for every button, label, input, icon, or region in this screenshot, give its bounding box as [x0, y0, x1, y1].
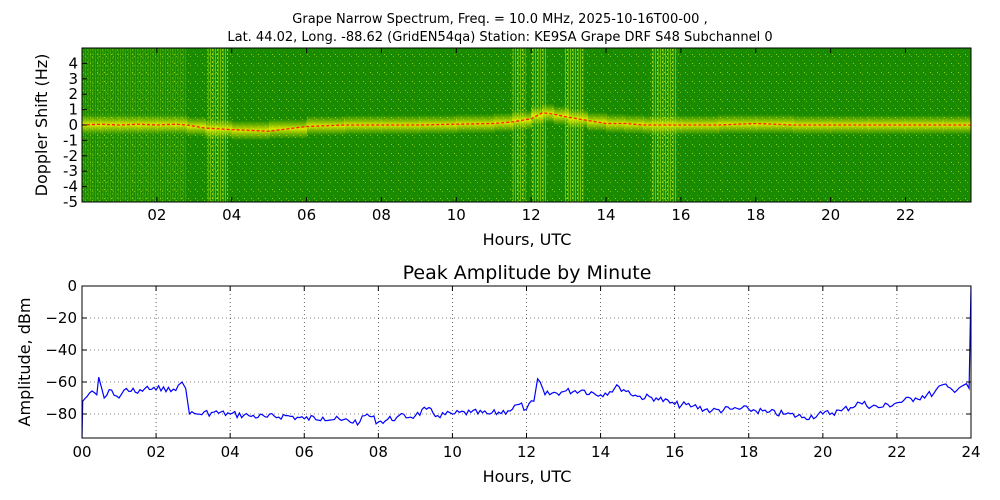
spectrogram-y-tick-label: 0	[68, 116, 78, 134]
amplitude-x-tick-label: 04	[221, 443, 240, 461]
spectrogram-y-tick-label: -5	[63, 193, 78, 211]
spectrogram-x-tick-label: 16	[671, 206, 690, 224]
amplitude-x-tick-label: 02	[147, 443, 166, 461]
spectrogram-band-segment	[587, 111, 607, 132]
spectrogram-y-tick-label: 4	[68, 54, 78, 72]
amplitude-x-ticks: 00 02 04 06 08 10 12 14 16 18 20 22 24	[72, 286, 981, 461]
spectrogram-x-tick-label: 18	[746, 206, 765, 224]
amplitude-panel: Peak Amplitude by Minute 00 02 04 06 08 10 12 1…	[15, 262, 981, 486]
amplitude-x-tick-label: 06	[295, 443, 314, 461]
spectrogram-x-tick-label: 22	[896, 206, 915, 224]
spectrogram-x-tick-label: 14	[596, 206, 615, 224]
spectrogram-band-segment	[456, 113, 495, 134]
amplitude-x-tick-label: 20	[813, 443, 832, 461]
spectrogram-x-tick-label: 02	[147, 206, 166, 224]
spectrogram-band-segment	[306, 115, 345, 136]
spectrogram-x-axis-label: Hours, UTC	[483, 230, 572, 249]
spectrogram-band-segment	[942, 115, 971, 135]
spectrogram-band-segment	[100, 114, 120, 135]
spectrogram-y-axis-label: Doppler Shift (Hz)	[32, 54, 51, 197]
amplitude-chart-title: Peak Amplitude by Minute	[403, 262, 652, 284]
amplitude-y-tick-label: −40	[45, 341, 77, 359]
amplitude-x-tick-label: 24	[961, 443, 980, 461]
amplitude-y-tick-label: 0	[67, 277, 77, 295]
spectrogram-signal-band	[82, 103, 971, 141]
spectrogram-x-ticks: 02 04 06 08 10 12 14 16 18 20 22	[147, 48, 915, 224]
chart-title-line2: Lat. 44.02, Long. -88.62 (GridEN54qa) St…	[227, 30, 773, 45]
amplitude-x-tick-label: 12	[517, 443, 536, 461]
spectrogram-peak-trace	[82, 112, 971, 132]
spectrogram-y-tick-label: -2	[63, 147, 78, 165]
spectrogram-band-segment	[568, 108, 588, 129]
spectrogram-band-segment	[542, 103, 555, 124]
spectrogram-band-segment	[186, 116, 207, 137]
spectrogram-x-tick-label: 10	[447, 206, 466, 224]
amplitude-y-tick-label: −80	[45, 405, 77, 423]
amplitude-y-axis-label: Amplitude, dBm	[15, 298, 34, 427]
spectrogram-y-tick-label: -3	[63, 162, 78, 180]
amplitude-y-tick-label: −60	[45, 373, 77, 391]
amplitude-x-tick-label: 10	[443, 443, 462, 461]
spectrogram-band-segment	[175, 114, 188, 135]
spectrogram-band-segment	[793, 115, 832, 135]
spectrogram-band-segment	[718, 114, 757, 135]
amplitude-x-tick-label: 16	[665, 443, 684, 461]
spectrogram-band-segment	[381, 115, 420, 135]
amplitude-x-tick-label: 00	[72, 443, 91, 461]
amplitude-y-tick-label: −20	[45, 309, 77, 327]
amplitude-x-tick-label: 22	[887, 443, 906, 461]
spectrogram-band-segment	[82, 114, 102, 135]
spectrogram-band-segment	[643, 115, 682, 135]
amplitude-x-axis-label: Hours, UTC	[483, 467, 572, 486]
amplitude-x-tick-label: 14	[591, 443, 610, 461]
spectrogram-x-tick-label: 06	[297, 206, 316, 224]
amplitude-series-line	[82, 286, 971, 438]
spectrogram-x-tick-label: 12	[522, 206, 541, 224]
amplitude-y-ticks: 0 −20 −40 −60 −80	[45, 277, 971, 423]
spectrogram-y-tick-label: -4	[63, 178, 78, 196]
spectrogram-y-tick-label: -1	[63, 131, 78, 149]
chart-title-line1: Grape Narrow Spectrum, Freq. = 10.0 MHz,…	[292, 12, 708, 27]
spectrogram-band-segment	[231, 120, 270, 141]
amplitude-x-tick-label: 18	[739, 443, 758, 461]
spectrogram-x-tick-label: 08	[372, 206, 391, 224]
spectrogram-band-segment	[868, 115, 906, 135]
spectrogram-y-tick-label: 2	[68, 85, 78, 103]
amplitude-x-tick-label: 08	[369, 443, 388, 461]
spectrogram-band-segment	[156, 114, 177, 135]
spectrogram-y-tick-label: 1	[68, 101, 78, 119]
spectrogram-x-tick-label: 04	[222, 206, 241, 224]
spectrogram-x-tick-label: 20	[821, 206, 840, 224]
spectrogram-y-tick-label: 3	[68, 70, 78, 88]
